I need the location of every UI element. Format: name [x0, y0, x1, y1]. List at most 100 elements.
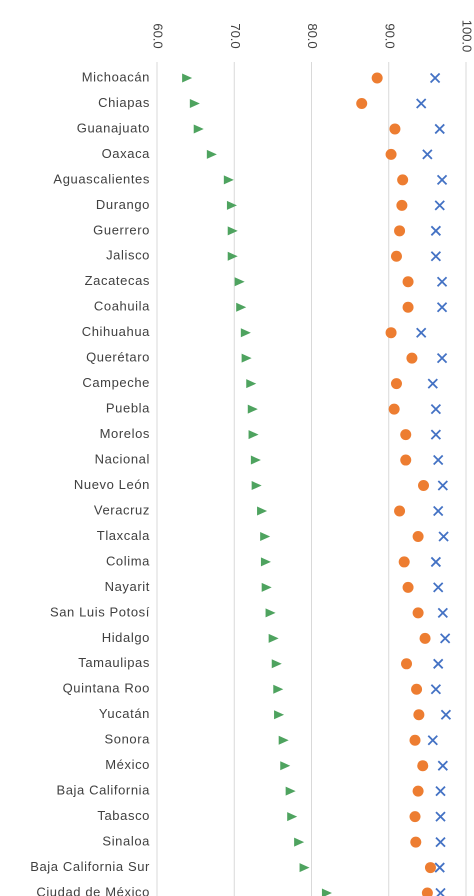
x-marker	[437, 760, 448, 771]
circle-marker	[424, 862, 436, 874]
x-marker	[429, 72, 441, 84]
circle-marker	[390, 378, 402, 390]
circle-marker	[402, 276, 414, 288]
circle-marker	[394, 225, 406, 237]
x-marker	[416, 98, 427, 109]
category-label: México	[105, 757, 150, 772]
triangle-marker	[260, 557, 271, 567]
circle-marker	[397, 174, 409, 186]
circle-marker	[385, 327, 397, 339]
category-label: Michoacán	[82, 69, 150, 84]
x-marker	[437, 607, 448, 619]
triangle-marker	[287, 812, 298, 822]
triangle-marker	[299, 863, 310, 873]
circle-marker	[411, 683, 423, 695]
circle-marker	[401, 658, 413, 670]
category-label: Puebla	[106, 401, 150, 416]
triangle-marker	[246, 379, 257, 389]
triangle-marker	[265, 608, 276, 618]
x-marker	[436, 302, 448, 313]
triangle-marker	[248, 430, 259, 440]
category-label: Quintana Roo	[63, 681, 150, 696]
category-label: Nuevo León	[74, 477, 150, 492]
category-label: Morelos	[100, 426, 150, 441]
x-marker	[427, 735, 438, 746]
category-label: Yucatán	[99, 706, 150, 721]
triangle-marker	[240, 328, 251, 338]
circle-marker	[371, 72, 383, 84]
x-marker	[430, 429, 442, 440]
x-marker	[433, 454, 444, 466]
category-label: Durango	[96, 197, 150, 212]
category-label: Campeche	[82, 375, 150, 390]
category-label: Colima	[106, 553, 150, 568]
circle-marker	[390, 250, 402, 262]
triangle-marker	[227, 251, 238, 261]
category-label: Baja California Sur	[30, 859, 150, 874]
x-marker	[435, 887, 446, 896]
category-label: Tlaxcala	[97, 528, 150, 543]
circle-marker	[409, 811, 421, 823]
circle-marker	[402, 301, 414, 313]
category-label: Coahuila	[94, 299, 150, 314]
category-label: Tabasco	[97, 808, 150, 823]
category-label: Ciudad de México	[36, 884, 150, 896]
x-marker	[436, 353, 448, 364]
triangle-marker	[273, 684, 284, 694]
triangle-marker	[261, 582, 272, 592]
circle-marker	[402, 581, 414, 593]
x-marker	[438, 531, 449, 542]
circle-marker	[394, 505, 406, 517]
triangle-marker	[285, 786, 296, 796]
circle-marker	[412, 530, 424, 542]
triangle-marker	[260, 531, 271, 541]
triangle-marker	[278, 735, 289, 745]
x-tick-label: 100.0	[460, 20, 474, 53]
triangle-marker	[271, 659, 282, 669]
circle-marker	[409, 734, 421, 746]
x-marker	[434, 200, 445, 211]
x-marker	[436, 276, 448, 287]
x-marker	[436, 174, 448, 186]
category-label: Zacatecas	[85, 273, 150, 288]
category-label: Chihuahua	[82, 324, 150, 339]
triangle-marker	[234, 277, 245, 287]
x-marker	[430, 403, 442, 415]
triangle-marker	[294, 837, 305, 847]
x-marker	[434, 123, 445, 135]
circle-marker	[385, 148, 397, 160]
circle-marker	[412, 785, 424, 797]
circle-marker	[421, 887, 433, 896]
triangle-marker	[250, 455, 261, 465]
triangle-marker	[321, 888, 332, 896]
circle-marker	[356, 97, 368, 109]
category-label: Baja California	[56, 783, 150, 798]
x-marker	[435, 836, 446, 848]
category-label: Guerrero	[93, 222, 150, 237]
triangle-marker	[280, 761, 291, 771]
x-marker	[430, 684, 442, 695]
x-marker	[437, 480, 448, 491]
circle-marker	[396, 199, 408, 211]
x-marker	[416, 327, 427, 338]
circle-marker	[406, 352, 418, 364]
triangle-marker	[236, 302, 247, 312]
x-marker	[435, 786, 446, 797]
circle-marker	[410, 836, 422, 848]
x-marker	[433, 658, 444, 669]
x-marker	[440, 709, 452, 720]
x-marker	[433, 582, 444, 593]
category-label: Aguascalientes	[53, 171, 150, 186]
circle-marker	[412, 607, 424, 619]
category-label: Veracruz	[94, 502, 150, 517]
category-label: Hidalgo	[102, 630, 150, 645]
x-marker	[427, 378, 438, 389]
triangle-marker	[193, 124, 204, 134]
circle-marker	[418, 480, 430, 492]
x-marker	[430, 556, 442, 568]
circle-marker	[388, 403, 400, 415]
circle-marker	[398, 556, 410, 568]
x-marker	[430, 225, 442, 236]
